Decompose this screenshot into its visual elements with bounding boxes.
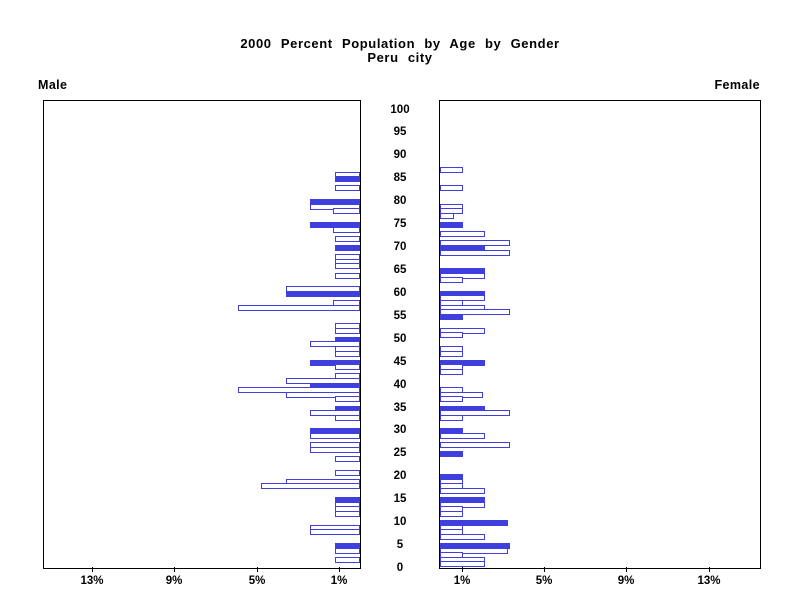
age-tick-label-55: 55 — [393, 309, 407, 322]
age-tick-label-25: 25 — [393, 447, 407, 460]
female-bar-age-43 — [440, 368, 463, 375]
female-bar-age-1 — [440, 561, 485, 568]
female-bar-age-69 — [440, 249, 510, 256]
male-bar-age-78 — [333, 208, 360, 215]
age-tick-label-100: 100 — [390, 103, 410, 116]
male-bar-age-66 — [335, 263, 360, 270]
female-bar-age-7 — [440, 533, 485, 540]
age-tick-label-70: 70 — [393, 241, 407, 254]
age-tick-label-95: 95 — [393, 126, 407, 139]
male-bar-age-57 — [238, 304, 360, 311]
female-panel — [439, 100, 761, 569]
female-bar-age-29 — [440, 433, 485, 440]
age-tick-label-65: 65 — [393, 263, 407, 276]
age-tick-label-10: 10 — [393, 516, 407, 529]
male-bar-age-44 — [335, 364, 360, 371]
male-pct-tick-label-9: 9% — [165, 575, 183, 587]
male-bar-age-70 — [335, 245, 360, 252]
chart-title: 2000 Percent Population by Age by Gender — [240, 36, 560, 51]
female-bar-age-63 — [440, 277, 463, 284]
age-tick-label-90: 90 — [393, 149, 407, 162]
male-bar-age-29 — [310, 433, 360, 440]
male-bar-age-37 — [335, 396, 360, 403]
male-bar-age-4 — [335, 547, 360, 554]
male-pct-tick-label-1: 1% — [330, 575, 348, 587]
male-bar-age-38 — [286, 391, 360, 398]
female-pct-tick-13 — [709, 567, 710, 572]
female-bar-age-12 — [440, 510, 463, 517]
female-pct-tick-label-5: 5% — [535, 575, 553, 587]
male-bar-age-24 — [335, 455, 360, 462]
age-tick-label-45: 45 — [393, 355, 407, 368]
age-tick-label-80: 80 — [393, 195, 407, 208]
male-pct-tick-13 — [92, 567, 93, 572]
female-pct-tick-label-1: 1% — [453, 575, 471, 587]
female-bar-age-77 — [440, 212, 454, 219]
age-tick-label-30: 30 — [393, 424, 407, 437]
male-bar-age-21 — [335, 469, 360, 476]
female-bar-age-17 — [440, 488, 485, 495]
female-bar-age-4 — [440, 547, 508, 554]
female-pct-tick-label-13: 13% — [697, 575, 721, 587]
male-bar-age-85 — [335, 176, 360, 183]
female-bar-age-87 — [440, 167, 463, 174]
age-tick-label-20: 20 — [393, 470, 407, 483]
female-bar-age-37 — [440, 396, 463, 403]
male-panel — [43, 100, 361, 569]
female-bar-age-56 — [440, 309, 510, 316]
female-bar-age-73 — [440, 231, 485, 238]
age-tick-label-85: 85 — [393, 172, 407, 185]
male-bar-age-64 — [335, 272, 360, 279]
age-tick-label-60: 60 — [393, 286, 407, 299]
female-bar-age-51 — [440, 332, 463, 339]
age-tick-label-35: 35 — [393, 401, 407, 414]
female-bar-age-27 — [440, 442, 510, 449]
female-bar-age-83 — [440, 185, 463, 192]
female-bar-age-33 — [440, 414, 463, 421]
female-pct-tick-label-9: 9% — [617, 575, 635, 587]
chart-subtitle: Peru city — [367, 50, 433, 65]
male-bar-age-72 — [335, 235, 360, 242]
female-panel-label: Female — [714, 78, 760, 92]
male-pct-tick-5 — [257, 567, 258, 572]
male-panel-label: Male — [38, 78, 68, 92]
male-bar-age-18 — [261, 483, 360, 490]
female-bar-age-55 — [440, 313, 463, 320]
female-bar-age-75 — [440, 222, 463, 229]
female-pct-tick-9 — [626, 567, 627, 572]
male-bar-age-60 — [286, 290, 360, 297]
female-bar-age-10 — [440, 520, 508, 527]
female-bar-age-34 — [440, 410, 510, 417]
male-bar-age-12 — [335, 510, 360, 517]
male-bar-age-74 — [333, 226, 360, 233]
age-tick-label-50: 50 — [393, 332, 407, 345]
male-pct-tick-9 — [174, 567, 175, 572]
age-tick-label-75: 75 — [393, 218, 407, 231]
age-tick-label-5: 5 — [396, 539, 404, 552]
male-pct-tick-label-13: 13% — [80, 575, 104, 587]
male-pct-tick-1 — [339, 567, 340, 572]
male-bar-age-83 — [335, 185, 360, 192]
female-bar-age-25 — [440, 451, 463, 458]
male-pct-tick-label-5: 5% — [248, 575, 266, 587]
male-bar-age-2 — [335, 556, 360, 563]
male-bar-age-33 — [335, 414, 360, 421]
male-bar-age-52 — [335, 327, 360, 334]
male-bar-age-26 — [310, 446, 360, 453]
female-bar-age-47 — [440, 350, 463, 357]
age-tick-label-15: 15 — [393, 493, 407, 506]
age-tick-label-0: 0 — [396, 562, 404, 574]
female-pct-tick-5 — [544, 567, 545, 572]
age-tick-label-40: 40 — [393, 378, 407, 391]
male-bar-age-8 — [310, 529, 360, 536]
female-pct-tick-1 — [462, 567, 463, 572]
male-bar-age-47 — [335, 350, 360, 357]
